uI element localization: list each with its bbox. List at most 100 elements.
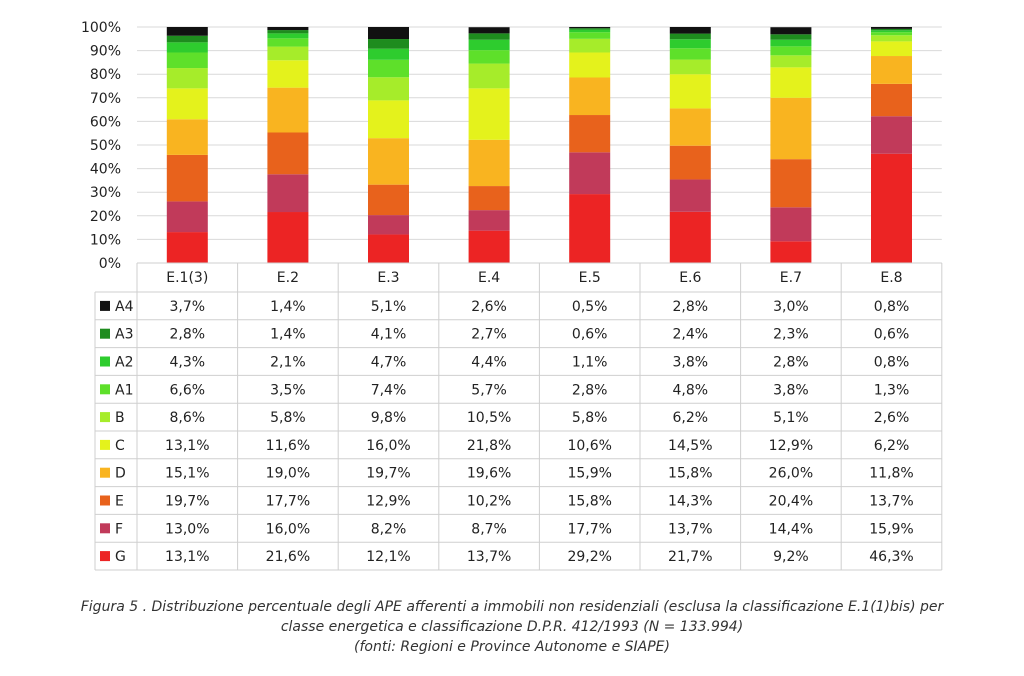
data-label: 5,8% bbox=[572, 410, 608, 426]
bar-segment-b bbox=[267, 46, 309, 61]
bar-segment-c bbox=[770, 67, 812, 98]
legend-swatch-e bbox=[100, 495, 110, 506]
figure-caption: Figura 5 . Distribuzione percentuale deg… bbox=[20, 597, 1004, 657]
legend-swatch-b bbox=[100, 412, 110, 423]
data-label: 14,3% bbox=[668, 494, 712, 510]
data-label: 2,8% bbox=[170, 327, 206, 343]
data-label: 5,7% bbox=[471, 382, 507, 398]
bar-segment-a2 bbox=[669, 39, 711, 49]
bar-segment-d bbox=[871, 56, 912, 84]
bar-segment-b bbox=[368, 77, 409, 101]
bar-segment-f bbox=[368, 215, 409, 235]
data-label: 2,3% bbox=[773, 327, 809, 343]
bar-segment-b bbox=[871, 35, 912, 42]
legend-swatch-g bbox=[100, 551, 110, 562]
bar-segment-g bbox=[368, 234, 409, 263]
data-label: 8,6% bbox=[170, 410, 206, 426]
y-tick-label: 10% bbox=[90, 232, 121, 248]
legend-label: A2 bbox=[115, 355, 133, 371]
data-label: 15,8% bbox=[668, 466, 712, 482]
legend-swatch-a2 bbox=[100, 356, 110, 367]
legend-label: A1 bbox=[115, 382, 133, 398]
bar-segment-e bbox=[569, 115, 611, 153]
y-tick-label: 100% bbox=[81, 20, 121, 36]
y-tick-label: 50% bbox=[90, 138, 121, 154]
bar-segment-a2 bbox=[770, 39, 812, 47]
data-label: 29,2% bbox=[567, 549, 611, 565]
bar-segment-a4 bbox=[669, 27, 711, 34]
data-label: 3,8% bbox=[773, 382, 809, 398]
data-label: 12,9% bbox=[769, 438, 813, 454]
bar-segment-f bbox=[569, 152, 611, 195]
legend-swatch-a3 bbox=[100, 328, 110, 339]
bar-segment-f bbox=[468, 210, 510, 231]
data-label: 21,8% bbox=[467, 438, 511, 454]
data-label: 9,8% bbox=[371, 410, 407, 426]
legend-label: B bbox=[115, 410, 125, 426]
y-tick-label: 80% bbox=[90, 67, 121, 83]
data-label: 13,7% bbox=[668, 521, 712, 537]
bar-segment-a1 bbox=[166, 52, 208, 69]
data-label: 0,8% bbox=[874, 299, 910, 315]
bar-segment-a1 bbox=[871, 32, 912, 36]
category-label: E.5 bbox=[579, 270, 601, 286]
legend-label: A4 bbox=[115, 299, 134, 315]
legend-label: C bbox=[115, 438, 125, 454]
data-label: 13,0% bbox=[165, 521, 209, 537]
legend-label: E bbox=[115, 494, 124, 510]
legend-swatch-a1 bbox=[100, 384, 110, 395]
data-label: 6,6% bbox=[170, 382, 206, 398]
legend-swatch-c bbox=[100, 439, 110, 450]
data-label: 0,6% bbox=[874, 327, 910, 343]
data-label: 2,4% bbox=[673, 327, 709, 343]
data-label: 8,2% bbox=[371, 521, 407, 537]
category-label: E.6 bbox=[679, 270, 701, 286]
bar-segment-a2 bbox=[166, 42, 208, 53]
data-label: 13,1% bbox=[165, 549, 209, 565]
data-label: 12,9% bbox=[366, 494, 410, 510]
data-label: 1,3% bbox=[874, 382, 910, 398]
data-label: 17,7% bbox=[266, 494, 310, 510]
bar-segment-b bbox=[468, 63, 510, 89]
data-label: 16,0% bbox=[266, 521, 310, 537]
legend-label: G bbox=[115, 549, 126, 565]
data-label: 0,8% bbox=[874, 355, 910, 371]
data-label: 11,6% bbox=[266, 438, 310, 454]
bar-segment-a2 bbox=[871, 30, 912, 33]
bar-segment-b bbox=[770, 55, 812, 68]
y-tick-label: 30% bbox=[90, 185, 121, 201]
data-label: 13,7% bbox=[467, 549, 511, 565]
data-label: 2,7% bbox=[471, 327, 507, 343]
data-label: 26,0% bbox=[769, 466, 813, 482]
y-tick-label: 70% bbox=[90, 91, 121, 107]
bar-segment-d bbox=[770, 97, 812, 160]
bar-segment-a4 bbox=[871, 27, 912, 29]
bar-segment-f bbox=[770, 207, 812, 242]
bar-segment-e bbox=[770, 159, 812, 208]
data-label: 2,6% bbox=[471, 299, 507, 315]
bar-segment-d bbox=[368, 138, 409, 185]
bar-segment-a1 bbox=[569, 32, 611, 39]
data-label: 15,1% bbox=[165, 466, 209, 482]
data-label: 4,3% bbox=[170, 355, 206, 371]
bar-segment-d bbox=[166, 119, 208, 155]
bar-segment-g bbox=[166, 232, 208, 263]
data-label: 2,8% bbox=[572, 382, 608, 398]
data-label: 0,6% bbox=[572, 327, 608, 343]
data-label: 3,8% bbox=[673, 355, 709, 371]
data-label: 1,1% bbox=[572, 355, 608, 371]
bar-segment-b bbox=[569, 38, 611, 53]
bar-segment-a2 bbox=[267, 33, 309, 39]
category-label: E.1(3) bbox=[166, 270, 208, 286]
bar-segment-g bbox=[569, 194, 611, 263]
data-label: 7,4% bbox=[371, 382, 407, 398]
bar-segment-a2 bbox=[569, 29, 611, 33]
bar-segment-f bbox=[166, 201, 208, 233]
caption-line-1: Figura 5 . Distribuzione percentuale deg… bbox=[80, 599, 944, 615]
data-label: 5,1% bbox=[773, 410, 809, 426]
bar-segment-e bbox=[267, 132, 309, 175]
data-label: 3,0% bbox=[773, 299, 809, 315]
bar-segment-c bbox=[669, 74, 711, 109]
data-label: 4,1% bbox=[371, 327, 407, 343]
y-tick-label: 40% bbox=[90, 162, 121, 178]
